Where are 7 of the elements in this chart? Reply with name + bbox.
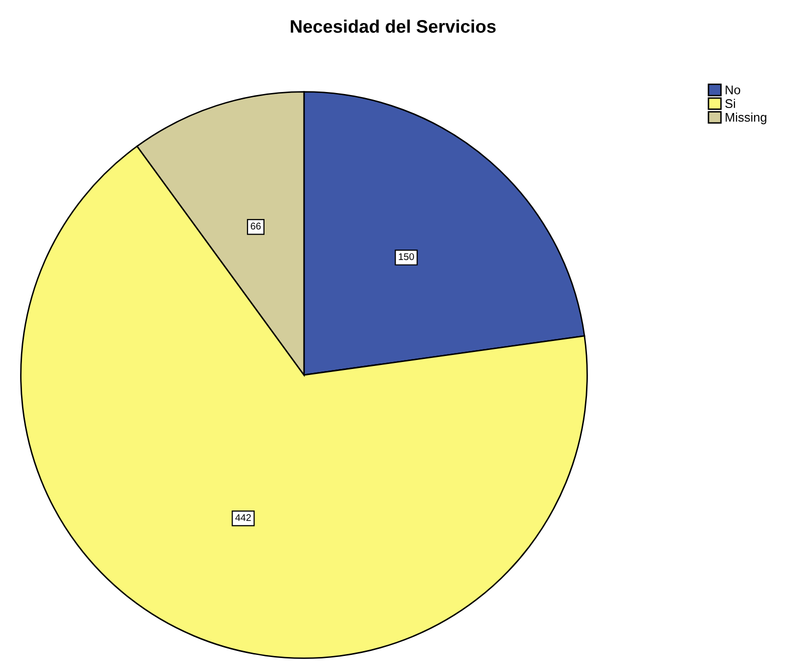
data-label: 442 (235, 514, 251, 521)
legend-label: No (726, 86, 740, 94)
data-label: 66 (250, 222, 261, 230)
legend-label: Missing (726, 112, 766, 124)
chart-title: Necesidad del Servicios (290, 20, 496, 33)
data-label: 150 (398, 253, 414, 260)
legend-label: Si (725, 98, 735, 108)
